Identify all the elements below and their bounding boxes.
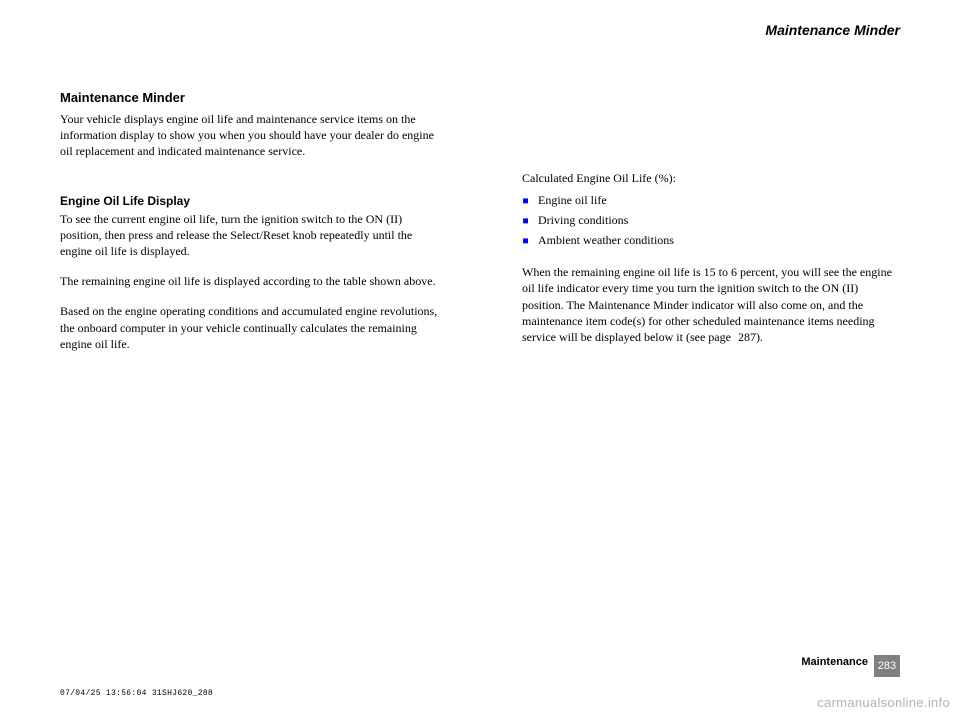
- left-column: Maintenance Minder Your vehicle displays…: [60, 50, 438, 674]
- bullet-text: Engine oil life: [538, 192, 900, 210]
- watermark: carmanualsonline.info: [817, 695, 950, 710]
- page-number-box: 283: [874, 655, 900, 677]
- bullet-text: Ambient weather conditions: [538, 232, 900, 250]
- square-bullet-icon: ▪: [522, 212, 538, 230]
- subsection-title: Engine Oil Life Display: [60, 194, 438, 208]
- right-paragraph: When the remaining engine oil life is 15…: [522, 264, 900, 345]
- square-bullet-icon: ▪: [522, 192, 538, 210]
- sub1-paragraph-1: To see the current engine oil life, turn…: [60, 211, 438, 260]
- page-container: Maintenance Minder Your vehicle displays…: [0, 0, 960, 714]
- bullet-text: Driving conditions: [538, 212, 900, 230]
- square-bullet-icon: ▪: [522, 232, 538, 250]
- sub1-paragraph-2: The remaining engine oil life is display…: [60, 273, 438, 289]
- footer-section-name: Maintenance: [801, 656, 868, 668]
- right-intro: Calculated Engine Oil Life (%):: [522, 170, 900, 186]
- p2-text: When the remaining engine oil life is 15…: [522, 265, 892, 344]
- table-note: Based on the engine operating conditions…: [60, 303, 438, 352]
- intro-paragraph: Your vehicle displays engine oil life an…: [60, 111, 438, 160]
- bullet-item: ▪ Driving conditions: [522, 212, 900, 230]
- page-number: 283: [878, 660, 896, 672]
- page-header-title: Maintenance Minder: [765, 22, 900, 38]
- page-xref[interactable]: 287: [738, 330, 756, 344]
- section-title: Maintenance Minder: [60, 90, 438, 105]
- bullet-item: ▪ Ambient weather conditions: [522, 232, 900, 250]
- bullet-item: ▪ Engine oil life: [522, 192, 900, 210]
- right-column: Calculated Engine Oil Life (%): ▪ Engine…: [522, 50, 900, 674]
- book-reference: 07/04/25 13:56:04 31SHJ620_288: [60, 689, 213, 698]
